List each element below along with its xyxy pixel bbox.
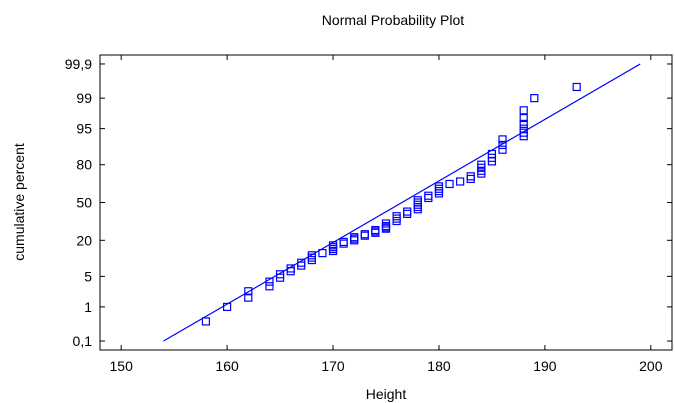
data-point xyxy=(307,255,316,265)
x-tick-label: 160 xyxy=(215,358,239,374)
data-point xyxy=(445,179,454,189)
data-point xyxy=(286,264,295,273)
y-tick-label: 50 xyxy=(76,195,92,211)
data-point xyxy=(498,135,507,144)
data-point xyxy=(530,94,539,103)
data-point xyxy=(434,187,444,196)
y-tick-label: 1 xyxy=(84,299,92,315)
data-point xyxy=(413,205,422,214)
data-point xyxy=(371,225,380,235)
y-tick-label: 5 xyxy=(84,268,92,284)
data-point xyxy=(519,106,528,115)
y-axis-label: cumulative percent xyxy=(11,143,27,261)
data-point xyxy=(297,261,306,270)
data-point xyxy=(223,302,232,311)
data-point xyxy=(424,193,433,203)
data-point xyxy=(498,145,507,154)
data-point xyxy=(456,177,465,186)
data-point xyxy=(307,251,316,260)
data-point xyxy=(339,239,348,248)
data-point xyxy=(403,207,412,216)
data-point xyxy=(275,270,285,279)
data-point xyxy=(413,202,422,212)
data-point xyxy=(572,82,581,92)
data-point xyxy=(403,209,412,218)
chart-title: Normal Probability Plot xyxy=(322,12,464,28)
x-tick-label: 170 xyxy=(321,358,345,374)
data-point xyxy=(413,200,422,209)
x-tick-label: 200 xyxy=(639,358,663,374)
y-tick-label: 0,1 xyxy=(73,333,93,349)
data-point xyxy=(244,293,253,302)
data-point xyxy=(413,196,422,205)
data-point xyxy=(381,219,391,228)
x-tick-label: 190 xyxy=(533,358,557,374)
data-point xyxy=(318,248,327,258)
data-point xyxy=(350,233,359,242)
data-point xyxy=(487,149,497,159)
x-axis-label: Height xyxy=(366,386,407,402)
data-point xyxy=(201,317,211,326)
y-axis: 0,1 1 5 20 50 80 95 99 99,9 xyxy=(65,56,672,349)
data-point xyxy=(498,140,507,150)
y-tick-label: 95 xyxy=(76,121,92,137)
data-point xyxy=(265,282,274,291)
y-tick-label: 99,9 xyxy=(65,56,92,72)
data-point xyxy=(328,241,338,250)
data-point xyxy=(466,174,475,184)
data-point xyxy=(434,189,444,198)
data-point xyxy=(265,277,274,286)
data-point xyxy=(244,287,253,296)
data-point xyxy=(297,258,306,267)
data-point xyxy=(360,230,369,239)
y-tick-label: 20 xyxy=(76,232,92,248)
data-point xyxy=(392,216,401,226)
data-points xyxy=(201,82,581,326)
data-point xyxy=(466,172,475,181)
data-point xyxy=(519,119,528,128)
data-point xyxy=(392,212,401,221)
data-point xyxy=(477,160,486,169)
plot-frame xyxy=(99,54,673,351)
x-tick-label: 150 xyxy=(110,358,134,374)
data-point xyxy=(519,113,528,123)
fit-line xyxy=(163,63,641,342)
data-point xyxy=(339,237,348,247)
x-tick-label: 180 xyxy=(427,358,451,374)
data-point xyxy=(434,182,444,191)
data-point xyxy=(424,191,433,200)
data-point xyxy=(434,184,444,193)
y-tick-label: 80 xyxy=(76,157,92,173)
y-tick-label: 99 xyxy=(76,90,92,106)
data-point xyxy=(392,214,401,223)
x-axis: 150 160 170 180 190 200 xyxy=(110,55,663,374)
data-point xyxy=(413,198,422,207)
data-point xyxy=(519,124,528,133)
